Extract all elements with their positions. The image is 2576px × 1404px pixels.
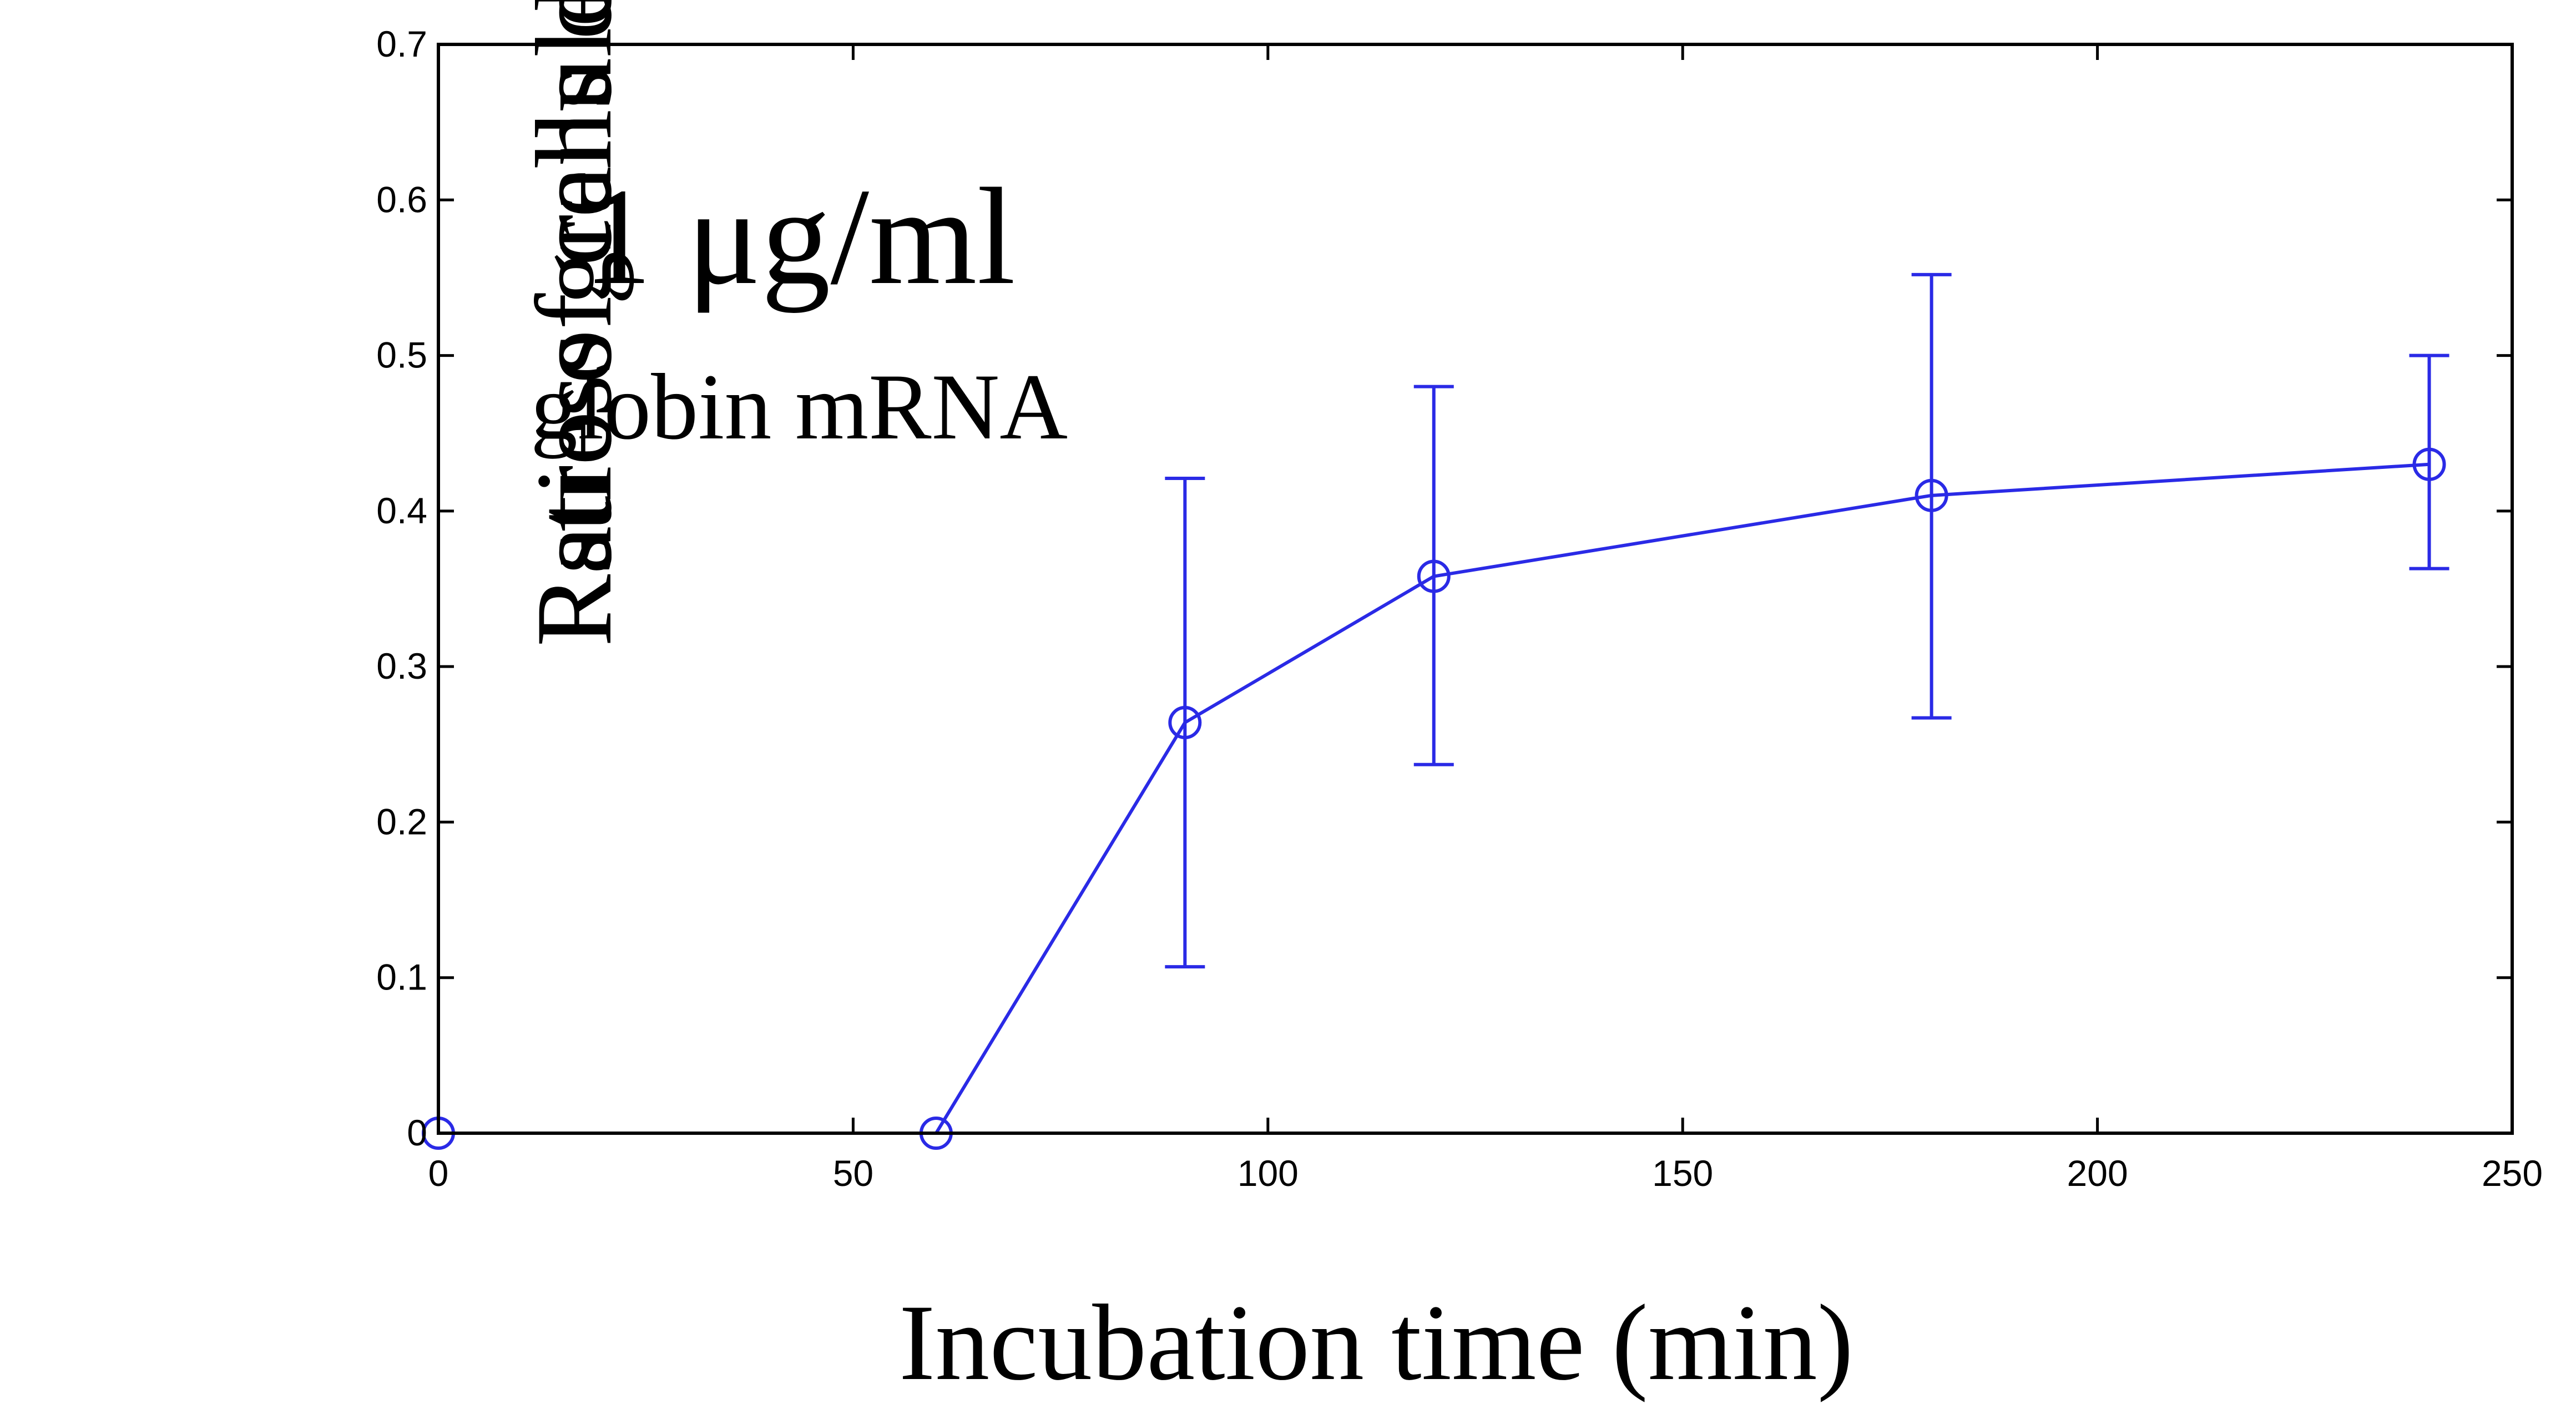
data-point (1417, 559, 1451, 593)
tick-labels: 0 50 100 150 200 250 0 0.1 0.2 0.3 0.4 0.5 0.6 0.7 (376, 23, 2543, 1194)
data-point (1168, 706, 1202, 740)
y-axis-title-line-1: Ratio of cells displaying (514, 0, 634, 647)
x-tick-label: 100 (1238, 1153, 1299, 1194)
y-axis-title-line-2: stress granules (514, 0, 634, 574)
y-tick-label: 0.5 (376, 335, 427, 376)
x-tick-label: 150 (1652, 1153, 1713, 1194)
y-tick-label: 0.7 (376, 23, 427, 64)
y-tick-label: 0.6 (376, 179, 427, 220)
annotation-mrna: globin mRNA (531, 355, 1068, 459)
data-point (1915, 478, 1948, 512)
x-tick-label: 0 (428, 1153, 449, 1194)
x-tick-label: 200 (2067, 1153, 2128, 1194)
annotation-concentration: 1 μg/ml (583, 160, 1016, 314)
x-axis-title: Incubation time (min) (899, 1282, 1853, 1403)
y-tick-label: 0.2 (376, 801, 427, 842)
plot-frame (437, 43, 2514, 1135)
y-tick-label: 0.3 (376, 645, 427, 686)
data-point (2412, 447, 2446, 481)
y-tick-label: 0.4 (376, 490, 427, 531)
x-tick-label: 250 (2482, 1153, 2543, 1194)
x-tick-label: 50 (833, 1153, 873, 1194)
y-tick-label: 0.1 (376, 957, 427, 998)
y-tick-label: 0 (407, 1112, 427, 1153)
